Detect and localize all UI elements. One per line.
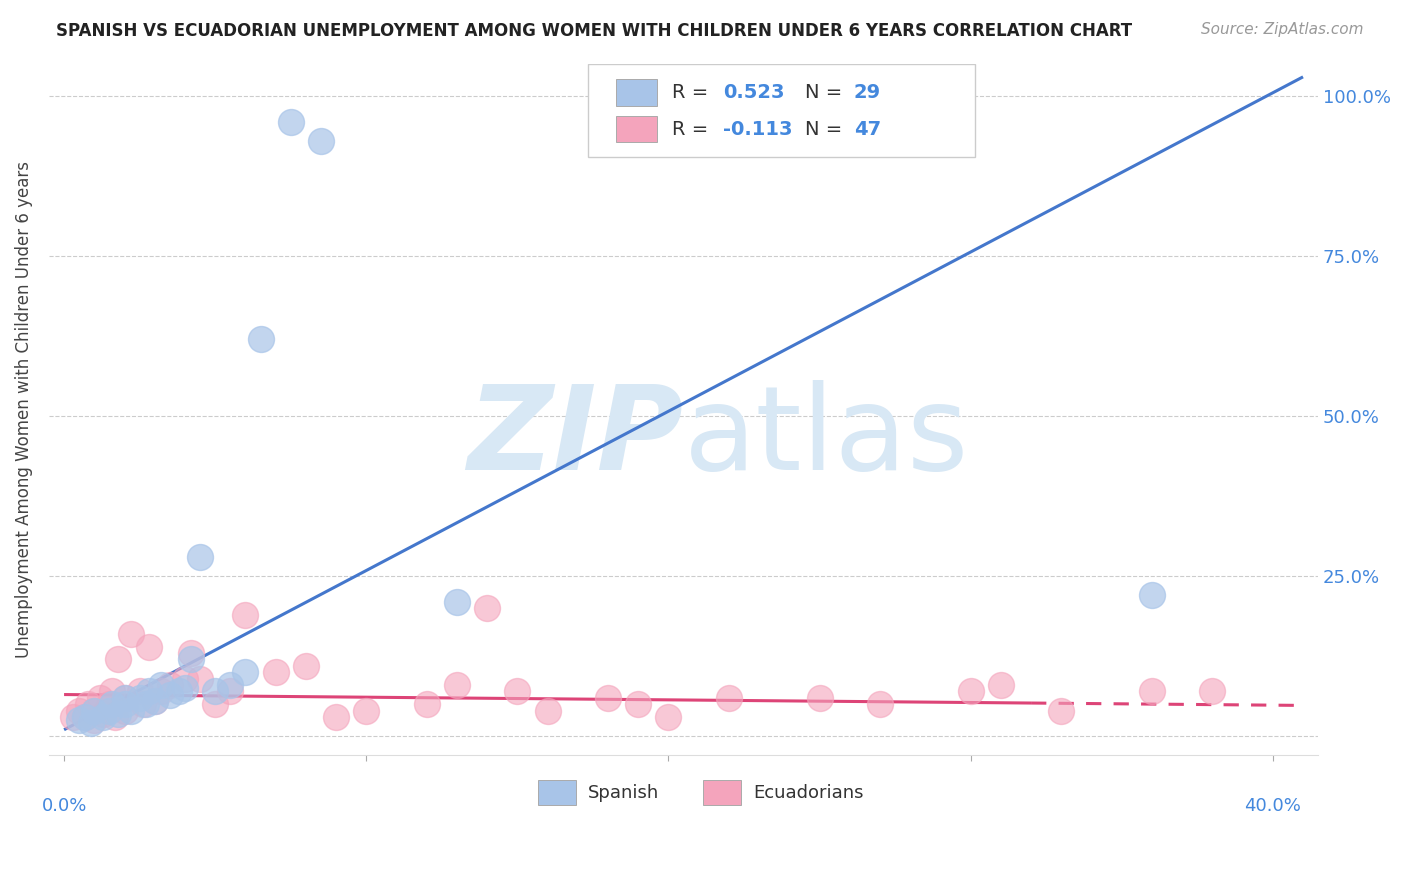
Point (219, 678, 242, 692)
Point (219, 684, 242, 698)
Text: 0.0%: 0.0% (41, 797, 87, 814)
Point (264, 665, 287, 680)
Point (167, 684, 190, 698)
Text: Source: ZipAtlas.com: Source: ZipAtlas.com (1201, 22, 1364, 37)
Point (869, 697, 891, 711)
Point (128, 690, 150, 705)
Point (180, 652, 202, 666)
Point (235, 665, 257, 680)
Point (446, 595, 468, 609)
Text: 29: 29 (853, 83, 880, 102)
Point (93, 706, 115, 721)
Point (75, 710, 97, 724)
Point (536, 704, 558, 718)
Point (1140, 684, 1163, 698)
Point (83, 704, 105, 718)
Point (149, 684, 172, 698)
Point (415, 697, 437, 711)
Point (188, 549, 211, 564)
Point (67, 713, 90, 727)
Point (295, 658, 318, 673)
Point (235, 607, 257, 622)
Point (89, 690, 111, 705)
Point (657, 710, 679, 724)
Text: R =: R = (672, 83, 714, 102)
Point (204, 697, 226, 711)
Text: Spanish: Spanish (588, 784, 659, 802)
Text: 47: 47 (853, 120, 880, 138)
Point (309, 134, 332, 148)
Point (138, 640, 160, 654)
Point (98, 704, 121, 718)
Point (249, 332, 271, 346)
FancyBboxPatch shape (703, 780, 741, 805)
Point (101, 684, 124, 698)
Point (120, 626, 142, 640)
Text: atlas: atlas (683, 380, 969, 495)
Point (149, 678, 172, 692)
Point (174, 681, 197, 695)
Text: -0.113: -0.113 (723, 120, 793, 138)
FancyBboxPatch shape (616, 116, 657, 142)
Text: N =: N = (806, 120, 849, 138)
FancyBboxPatch shape (537, 780, 575, 805)
Point (1050, 704, 1073, 718)
Point (104, 710, 127, 724)
Point (131, 697, 153, 711)
Point (1201, 684, 1223, 698)
Point (143, 694, 166, 708)
Point (280, 114, 302, 128)
Point (67, 704, 90, 718)
Point (120, 704, 142, 718)
Point (990, 678, 1012, 692)
Point (159, 688, 181, 702)
Point (959, 684, 981, 698)
Point (204, 684, 226, 698)
Point (107, 706, 129, 721)
Text: 0.523: 0.523 (723, 83, 785, 102)
Point (138, 684, 160, 698)
Point (143, 694, 166, 708)
Point (83, 704, 105, 718)
Point (107, 652, 129, 666)
Text: 40.0%: 40.0% (1244, 797, 1301, 814)
Point (114, 690, 136, 705)
Point (77, 697, 100, 711)
Y-axis label: Unemployment Among Women with Children Under 6 years: Unemployment Among Women with Children U… (15, 161, 32, 658)
Point (717, 690, 740, 705)
FancyBboxPatch shape (616, 79, 657, 105)
Point (114, 690, 136, 705)
Point (62, 710, 84, 724)
Point (475, 601, 498, 615)
Point (101, 697, 124, 711)
Point (114, 704, 136, 718)
Text: Ecuadorians: Ecuadorians (754, 784, 863, 802)
Point (80, 716, 103, 731)
Text: ZIP: ZIP (468, 380, 683, 495)
Point (325, 710, 347, 724)
Point (596, 690, 619, 705)
Point (180, 646, 202, 660)
Point (83, 713, 105, 727)
FancyBboxPatch shape (588, 64, 976, 157)
Point (627, 697, 650, 711)
Point (93, 710, 115, 724)
Point (188, 672, 211, 686)
Point (75, 710, 97, 724)
Point (174, 672, 197, 686)
Text: SPANISH VS ECUADORIAN UNEMPLOYMENT AMONG WOMEN WITH CHILDREN UNDER 6 YEARS CORRE: SPANISH VS ECUADORIAN UNEMPLOYMENT AMONG… (56, 22, 1132, 40)
Point (159, 678, 181, 692)
Point (446, 678, 468, 692)
Point (1140, 588, 1163, 602)
Point (808, 690, 831, 705)
Point (135, 697, 157, 711)
Point (98, 697, 121, 711)
Point (128, 684, 150, 698)
Point (114, 697, 136, 711)
Text: N =: N = (806, 83, 849, 102)
Point (506, 684, 529, 698)
Text: R =: R = (672, 120, 714, 138)
Point (356, 704, 378, 718)
